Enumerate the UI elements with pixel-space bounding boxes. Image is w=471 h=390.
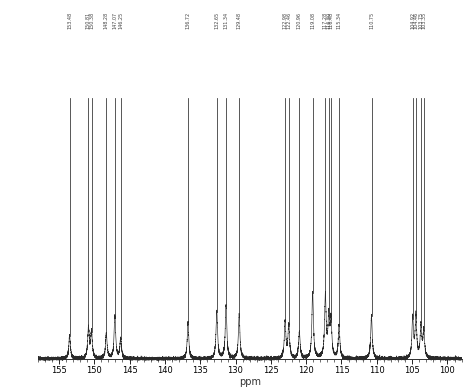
Text: 150.38: 150.38 [89, 12, 94, 29]
Text: 116.48: 116.48 [328, 12, 333, 29]
Text: 148.28: 148.28 [104, 12, 109, 29]
Text: 120.96: 120.96 [297, 12, 302, 29]
Text: 104.46: 104.46 [414, 12, 418, 29]
Text: 129.48: 129.48 [236, 12, 242, 29]
Text: 119.08: 119.08 [310, 12, 315, 29]
Text: 150.81: 150.81 [86, 12, 91, 29]
Text: 146.25: 146.25 [118, 12, 123, 29]
X-axis label: ppm: ppm [239, 377, 260, 387]
Text: 122.46: 122.46 [286, 12, 291, 29]
Text: 131.34: 131.34 [224, 12, 228, 29]
Text: 147.07: 147.07 [113, 12, 117, 29]
Text: 132.65: 132.65 [214, 12, 219, 29]
Text: 115.34: 115.34 [337, 12, 341, 29]
Text: 122.98: 122.98 [283, 12, 288, 29]
Text: 110.75: 110.75 [369, 12, 374, 29]
Text: 117.28: 117.28 [323, 12, 328, 29]
Text: 103.75: 103.75 [418, 12, 423, 29]
Text: 153.48: 153.48 [67, 12, 72, 29]
Text: 116.80: 116.80 [326, 12, 331, 29]
Text: 104.92: 104.92 [410, 12, 415, 29]
Text: 103.35: 103.35 [421, 12, 426, 29]
Text: 136.72: 136.72 [186, 12, 191, 29]
